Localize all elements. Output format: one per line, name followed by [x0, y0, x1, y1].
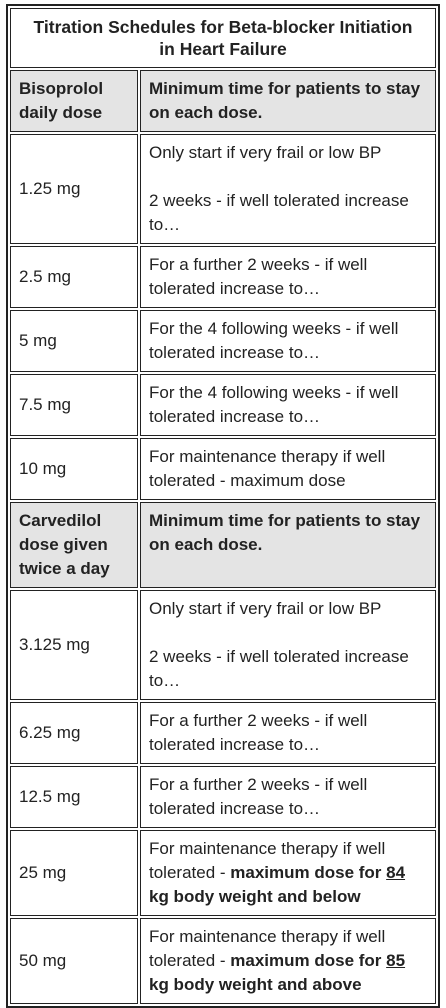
text-run: 2 weeks - if well tolerated increase to…	[149, 647, 409, 690]
dose-row: 3.125 mg Only start if very frail or low …	[10, 590, 436, 700]
text-run: Only start if very frail or low BP	[149, 599, 382, 618]
time-cell: For maintenance therapy if well tolerate…	[140, 438, 436, 500]
paragraph: Only start if very frail or low BP	[149, 597, 427, 621]
section-header-row: Carvedilol dose given twice a day Minimum…	[10, 502, 436, 588]
text-run: For the 4 following weeks - if well tole…	[149, 319, 399, 362]
text-run: kg body weight and above	[149, 975, 362, 994]
table-title: Titration Schedules for Beta-blocker Ini…	[10, 8, 436, 68]
header-cell: Carvedilol dose given twice a day	[10, 502, 138, 588]
header-cell: Bisoprolol daily dose	[10, 70, 138, 132]
text-run: For maintenance therapy if well tolerate…	[149, 927, 386, 970]
time-cell: For maintenance therapy if well tolerate…	[140, 830, 436, 916]
dose-cell: 10 mg	[10, 438, 138, 500]
time-cell: Only start if very frail or low BP 2 week…	[140, 590, 436, 700]
section-header-row: Bisoprolol daily dose Minimum time for pa…	[10, 70, 436, 132]
dose-cell: 1.25 mg	[10, 134, 138, 244]
text-run: For maintenance therapy if well tolerate…	[149, 839, 386, 882]
paragraph: For a further 2 weeks - if well tolerate…	[149, 773, 427, 821]
text-run: maximum dose for	[230, 951, 387, 970]
table-body: Titration Schedules for Beta-blocker Ini…	[10, 8, 436, 1004]
paragraph: For a further 2 weeks - if well tolerate…	[149, 709, 427, 757]
dose-row: 7.5 mg For the 4 following weeks - if wel…	[10, 374, 436, 436]
paragraph: 2 weeks - if well tolerated increase to…	[149, 189, 427, 237]
dose-cell: 7.5 mg	[10, 374, 138, 436]
dose-row: 5 mg For the 4 following weeks - if well …	[10, 310, 436, 372]
text-run: Only start if very frail or low BP	[149, 143, 382, 162]
time-cell: For maintenance therapy if well tolerate…	[140, 918, 436, 1004]
text-run: kg body weight and below	[149, 887, 361, 906]
text-run: 85	[386, 951, 406, 970]
dose-cell: 3.125 mg	[10, 590, 138, 700]
paragraph: For maintenance therapy if well tolerate…	[149, 445, 427, 493]
time-cell: Only start if very frail or low BP 2 week…	[140, 134, 436, 244]
paragraph: Only start if very frail or low BP	[149, 141, 427, 165]
header-cell: Minimum time for patients to stay on eac…	[140, 70, 436, 132]
header-cell: Minimum time for patients to stay on eac…	[140, 502, 436, 588]
page: Titration Schedules for Beta-blocker Ini…	[6, 4, 440, 1008]
time-cell: For a further 2 weeks - if well tolerate…	[140, 766, 436, 828]
text-run: maximum dose for	[230, 863, 387, 882]
dose-row: 25 mg For maintenance therapy if well tol…	[10, 830, 436, 916]
text-run: For a further 2 weeks - if well tolerate…	[149, 775, 368, 818]
paragraph: For the 4 following weeks - if well tole…	[149, 381, 427, 429]
paragraph: 2 weeks - if well tolerated increase to…	[149, 645, 427, 693]
dose-row: 12.5 mg For a further 2 weeks - if well t…	[10, 766, 436, 828]
text-run: For the 4 following weeks - if well tole…	[149, 383, 399, 426]
paragraph: For maintenance therapy if well tolerate…	[149, 925, 427, 997]
titration-table: Titration Schedules for Beta-blocker Ini…	[6, 4, 440, 1008]
dose-row: 2.5 mg For a further 2 weeks - if well to…	[10, 246, 436, 308]
text-run: For a further 2 weeks - if well tolerate…	[149, 255, 368, 298]
dose-cell: 6.25 mg	[10, 702, 138, 764]
dose-row: 10 mg For maintenance therapy if well tol…	[10, 438, 436, 500]
text-run: For a further 2 weeks - if well tolerate…	[149, 711, 368, 754]
dose-row: 50 mg For maintenance therapy if well tol…	[10, 918, 436, 1004]
time-cell: For the 4 following weeks - if well tole…	[140, 374, 436, 436]
dose-row: 1.25 mg Only start if very frail or low B…	[10, 134, 436, 244]
dose-cell: 5 mg	[10, 310, 138, 372]
title-row: Titration Schedules for Beta-blocker Ini…	[10, 8, 436, 68]
dose-cell: 50 mg	[10, 918, 138, 1004]
time-cell: For the 4 following weeks - if well tole…	[140, 310, 436, 372]
dose-cell: 12.5 mg	[10, 766, 138, 828]
text-run: 84	[386, 863, 406, 882]
paragraph: For the 4 following weeks - if well tole…	[149, 317, 427, 365]
paragraph: For a further 2 weeks - if well tolerate…	[149, 253, 427, 301]
paragraph: For maintenance therapy if well tolerate…	[149, 837, 427, 909]
time-cell: For a further 2 weeks - if well tolerate…	[140, 702, 436, 764]
dose-cell: 2.5 mg	[10, 246, 138, 308]
dose-cell: 25 mg	[10, 830, 138, 916]
text-run: For maintenance therapy if well tolerate…	[149, 447, 386, 490]
time-cell: For a further 2 weeks - if well tolerate…	[140, 246, 436, 308]
dose-row: 6.25 mg For a further 2 weeks - if well t…	[10, 702, 436, 764]
text-run: 2 weeks - if well tolerated increase to…	[149, 191, 409, 234]
